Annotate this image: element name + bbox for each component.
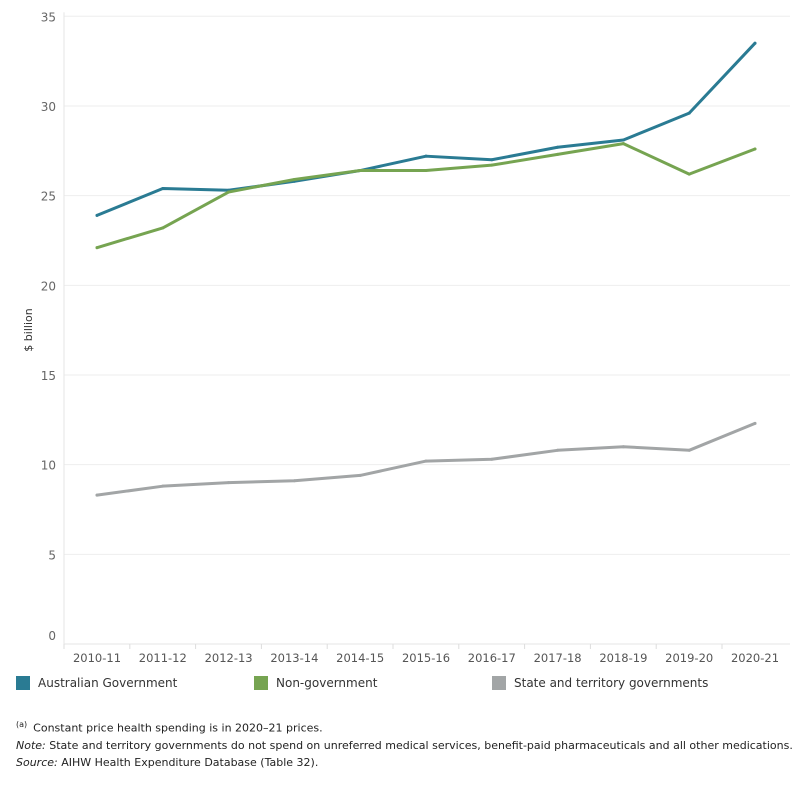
note-text: State and territory governments do not s…: [49, 738, 793, 752]
footnote-text: Constant price health spending is in 202…: [33, 721, 323, 735]
x-tick-label: 2017-18: [534, 651, 582, 665]
x-tick-label: 2010-11: [73, 651, 121, 665]
data-point: [556, 145, 560, 149]
data-point: [424, 154, 428, 158]
y-axis-title: $ billion: [22, 308, 35, 351]
legend-item-non-government[interactable]: Non-government: [254, 676, 377, 690]
footnote-marker: (a): [16, 720, 28, 729]
x-tick-label: 2013-14: [270, 651, 318, 665]
footnote-a: (a) Constant price health spending is in …: [16, 716, 793, 737]
data-point: [424, 459, 428, 463]
legend-label: Australian Government: [38, 676, 178, 690]
y-tick-label: 15: [41, 369, 56, 383]
legend-swatch: [492, 676, 506, 690]
data-point: [753, 147, 757, 151]
legend-swatch: [254, 676, 268, 690]
data-point: [687, 111, 691, 115]
data-point: [490, 163, 494, 167]
data-point: [227, 190, 231, 194]
series-line-state-and-territory-governments: [95, 421, 757, 497]
y-tick-label: 0: [48, 629, 56, 643]
x-tick-label: 2011-12: [139, 651, 187, 665]
data-point: [621, 445, 625, 449]
data-point: [95, 246, 99, 250]
x-tick-label: 2019-20: [665, 651, 713, 665]
x-tick-label: 2020-21: [731, 651, 779, 665]
data-point: [292, 479, 296, 483]
data-point: [490, 457, 494, 461]
line-chart: 0 5 10 15 20 25 30 35 $ billion 2010-11 2011-12 201…: [22, 10, 790, 665]
note-label: Note:: [16, 738, 46, 752]
x-tick-label: 2012-13: [205, 651, 253, 665]
legend: Australian Government Non-government Sta…: [16, 676, 796, 694]
legend-swatch: [16, 676, 30, 690]
legend-label: State and territory governments: [514, 676, 709, 690]
source: Source: AIHW Health Expenditure Database…: [16, 754, 793, 771]
data-point: [621, 142, 625, 146]
data-point: [358, 473, 362, 477]
data-point: [227, 481, 231, 485]
data-point: [424, 169, 428, 173]
x-tick-label: 2018-19: [599, 651, 647, 665]
data-point: [687, 448, 691, 452]
y-tick-label: 5: [48, 548, 56, 562]
series-line-australian-government: [95, 41, 757, 217]
data-point: [95, 213, 99, 217]
data-point: [358, 169, 362, 173]
data-point: [161, 484, 165, 488]
data-point: [161, 186, 165, 190]
legend-item-state-territory[interactable]: State and territory governments: [492, 676, 708, 690]
x-tick-label: 2015-16: [402, 651, 450, 665]
y-tick-label: 35: [41, 10, 56, 24]
data-point: [556, 152, 560, 156]
x-tick-label: 2016-17: [468, 651, 516, 665]
y-tick-label: 25: [41, 190, 56, 204]
y-tick-label: 30: [41, 100, 56, 114]
data-point: [753, 421, 757, 425]
data-point: [161, 226, 165, 230]
data-point: [556, 448, 560, 452]
footnotes: (a) Constant price health spending is in …: [16, 716, 793, 771]
note: Note: State and territory governments do…: [16, 737, 793, 754]
data-point: [292, 178, 296, 182]
x-tick-label: 2014-15: [336, 651, 384, 665]
data-point: [490, 158, 494, 162]
y-tick-label: 20: [41, 279, 56, 293]
legend-item-australian-government[interactable]: Australian Government: [16, 676, 177, 690]
source-label: Source:: [16, 755, 58, 769]
data-point: [95, 493, 99, 497]
data-point: [687, 172, 691, 176]
data-point: [621, 138, 625, 142]
data-point: [753, 41, 757, 45]
source-text: AIHW Health Expenditure Database (Table …: [61, 755, 319, 769]
legend-label: Non-government: [276, 676, 378, 690]
y-tick-label: 10: [41, 459, 56, 473]
